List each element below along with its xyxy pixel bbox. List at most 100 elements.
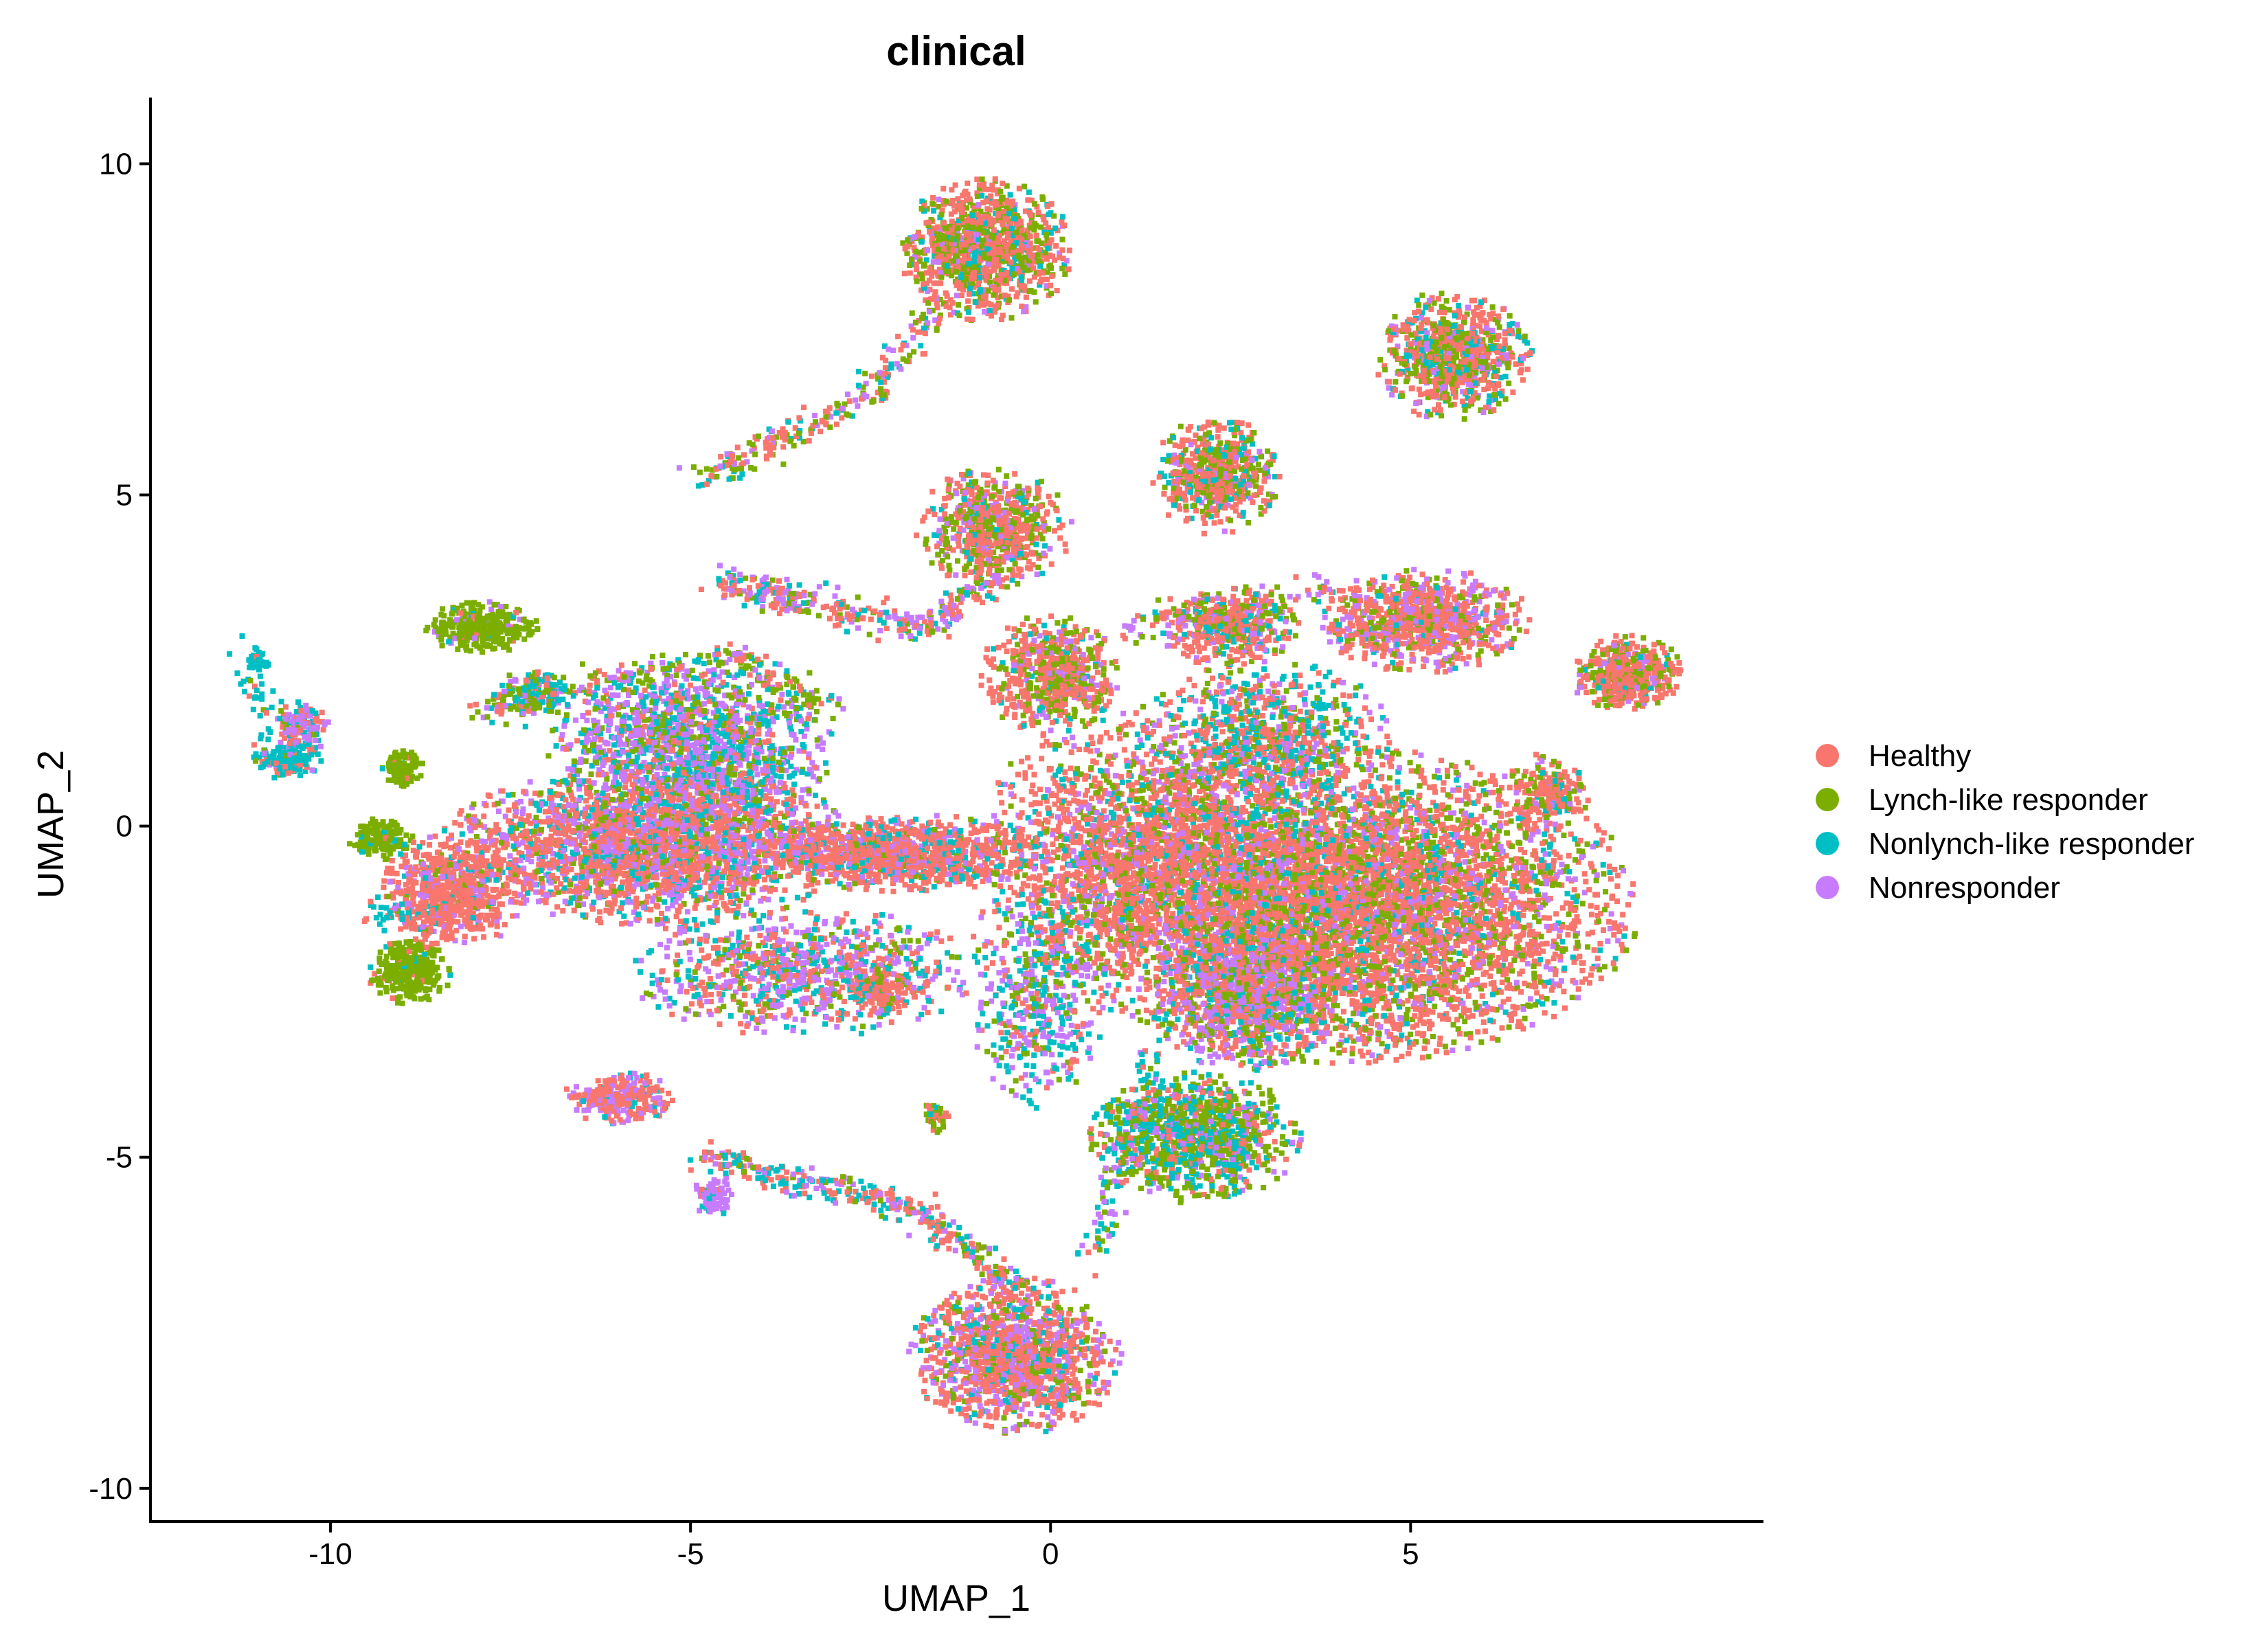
data-point — [886, 871, 892, 877]
data-point — [1267, 782, 1274, 788]
data-point — [403, 894, 409, 900]
data-point — [1440, 787, 1446, 793]
data-point — [1446, 307, 1452, 313]
data-point — [1521, 773, 1527, 779]
data-point — [1056, 1076, 1062, 1083]
data-point — [792, 1184, 798, 1190]
data-point — [1297, 692, 1303, 698]
data-point — [1461, 416, 1467, 422]
data-point — [1496, 876, 1502, 883]
data-point — [1241, 481, 1248, 487]
data-point — [792, 857, 798, 863]
data-point — [991, 841, 997, 847]
data-point — [1041, 927, 1048, 933]
data-point — [1250, 1052, 1256, 1058]
data-point — [1011, 667, 1017, 673]
data-point — [1483, 587, 1489, 593]
data-point — [1031, 289, 1037, 295]
data-point — [1097, 824, 1103, 830]
chart-title: clinical — [886, 28, 1026, 74]
data-point — [308, 729, 314, 736]
data-point — [1474, 304, 1480, 310]
data-point — [677, 701, 684, 707]
data-point — [598, 708, 604, 714]
data-point — [1188, 855, 1194, 861]
data-point — [1549, 762, 1555, 768]
data-point — [1055, 847, 1061, 852]
data-point — [548, 672, 554, 679]
data-point — [1403, 855, 1409, 861]
data-point — [1025, 197, 1031, 203]
data-point — [1015, 771, 1021, 778]
data-point — [1318, 736, 1324, 742]
data-point — [1090, 703, 1096, 709]
data-point — [499, 635, 506, 642]
data-point — [1364, 604, 1371, 610]
data-point — [1463, 661, 1469, 667]
data-point — [1302, 975, 1309, 982]
data-point — [1142, 1153, 1148, 1159]
data-point — [1044, 653, 1050, 659]
data-point — [1227, 1108, 1233, 1114]
data-point — [1356, 973, 1362, 980]
data-point — [1230, 921, 1237, 927]
data-point — [699, 686, 704, 691]
data-point — [1372, 925, 1377, 931]
data-point — [719, 578, 725, 584]
data-point — [1409, 981, 1415, 986]
data-point — [607, 815, 613, 822]
data-point — [609, 874, 615, 880]
data-point — [1022, 872, 1028, 879]
data-point — [1478, 781, 1485, 787]
data-point — [1064, 1034, 1070, 1040]
data-point — [1051, 1039, 1057, 1045]
data-point — [434, 964, 440, 971]
data-point — [1421, 780, 1428, 786]
data-point — [1085, 828, 1092, 834]
data-point — [882, 1215, 888, 1221]
data-point — [754, 599, 760, 605]
data-point — [760, 896, 767, 902]
data-point — [1031, 1395, 1037, 1401]
data-point — [653, 705, 659, 711]
data-point — [854, 616, 860, 622]
data-point — [1222, 817, 1228, 823]
data-point — [1446, 1001, 1452, 1007]
data-point — [389, 865, 395, 872]
data-point — [1660, 686, 1666, 692]
data-point — [1561, 769, 1568, 776]
data-point — [1037, 873, 1043, 879]
data-point — [1280, 1134, 1286, 1140]
data-point — [1447, 905, 1454, 911]
data-point — [756, 978, 762, 984]
data-point — [1500, 607, 1506, 613]
data-point — [880, 821, 886, 827]
data-point — [1180, 437, 1186, 443]
data-point — [1098, 1175, 1104, 1181]
data-point — [1105, 871, 1111, 876]
data-point — [1197, 727, 1204, 734]
data-point — [1434, 351, 1440, 357]
data-point — [697, 940, 703, 947]
data-point — [823, 760, 828, 766]
data-point — [995, 295, 1001, 301]
data-point — [991, 1370, 997, 1377]
data-point — [1066, 800, 1072, 806]
data-point — [643, 677, 649, 683]
data-point — [991, 813, 997, 819]
data-point — [1270, 1097, 1276, 1103]
data-point — [1625, 902, 1631, 908]
data-point — [749, 681, 755, 688]
data-point — [1438, 977, 1444, 984]
data-point — [1228, 836, 1234, 842]
data-point — [808, 770, 814, 776]
data-point — [1469, 600, 1476, 605]
data-point — [1041, 975, 1048, 981]
data-point — [1088, 1133, 1094, 1139]
data-point — [998, 554, 1004, 560]
data-point — [1231, 1184, 1237, 1190]
data-point — [1040, 940, 1046, 946]
data-point — [904, 621, 910, 627]
data-point — [1351, 949, 1357, 955]
